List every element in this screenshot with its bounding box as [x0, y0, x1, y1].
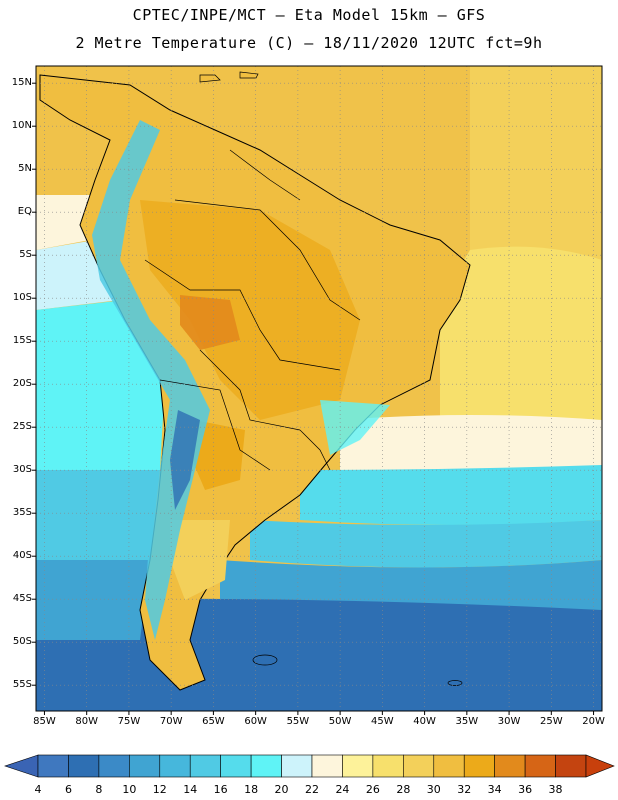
lon-tick-label: 35W — [455, 716, 479, 727]
lon-tick-label: 85W — [33, 716, 56, 727]
legend-swatch — [342, 754, 374, 778]
lat-tick-label: 55S — [12, 679, 32, 691]
legend-label: 22 — [305, 783, 319, 796]
legend-swatch — [68, 754, 100, 778]
lat-tick-label: 40S — [12, 550, 32, 562]
legend-swatch — [250, 754, 282, 778]
legend-label: 34 — [487, 783, 502, 796]
legend-swatch — [372, 754, 404, 778]
ocean-band-pacific-cold — [36, 470, 160, 560]
lat-tick-label: 30S — [12, 464, 32, 476]
legend-label: 38 — [548, 783, 563, 796]
andes-cold-strip — [92, 120, 210, 640]
legend-under-arrow — [4, 754, 39, 778]
chaco-hot-spot — [190, 420, 245, 490]
lat-tick-label: 15N — [11, 77, 32, 89]
lon-tick-label: 50W — [328, 716, 352, 727]
lon-tick-label: 40W — [413, 716, 436, 727]
legend-label: 12 — [152, 783, 167, 796]
legend-swatch — [281, 754, 313, 778]
legend-swatch — [189, 754, 221, 778]
ocean-band-atlantic-cold — [250, 520, 602, 568]
temperature-map — [32, 65, 603, 715]
lat-tick-label: 15S — [12, 335, 32, 347]
legend-swatch — [311, 754, 343, 778]
ocean-band-atlantic-cool — [300, 465, 602, 525]
south-georgia — [447, 680, 463, 686]
lat-tick-label: 45S — [12, 593, 32, 605]
legend-label: 24 — [335, 783, 350, 796]
lat-tick-label: 20S — [12, 378, 32, 390]
lat-tick-label: 10N — [11, 120, 32, 132]
lon-tick-label: 60W — [244, 716, 267, 727]
legend-label: 28 — [396, 783, 411, 796]
lon-tick-label: 45W — [371, 716, 394, 727]
legend-label: 6 — [64, 783, 72, 796]
ocean-band-pacific-coldest — [36, 640, 150, 711]
map-ticks — [32, 82, 595, 715]
lon-tick-label: 30W — [497, 716, 521, 727]
map-frame — [35, 65, 603, 712]
lon-tick-label: 55W — [286, 716, 310, 727]
lat-tick-label: 5S — [19, 249, 32, 261]
lon-tick-label: 75W — [117, 716, 141, 727]
legend-label: 18 — [244, 783, 259, 796]
ocean-band-atlantic-mild — [340, 415, 602, 475]
legend-swatch — [494, 754, 526, 778]
legend-swatch — [159, 754, 191, 778]
legend-label: 32 — [457, 783, 472, 796]
legend-label: 30 — [426, 783, 441, 796]
lat-tick-label: EQ — [17, 206, 32, 218]
legend-label: 16 — [213, 783, 228, 796]
lat-tick-label: 5N — [18, 163, 32, 175]
falkland-islands — [252, 654, 278, 666]
southeast-coast-cool — [320, 400, 390, 455]
ocean-band-pacific-colder — [36, 560, 150, 640]
legend-swatch — [555, 754, 587, 778]
legend-swatch — [433, 754, 465, 778]
legend-swatch — [463, 754, 495, 778]
lat-tick-label: 25S — [12, 421, 32, 433]
legend-swatch — [98, 754, 130, 778]
lat-tick-label: 35S — [12, 507, 32, 519]
lon-tick-label: 65W — [202, 716, 225, 727]
lat-tick-label: 10S — [12, 292, 32, 304]
legend-swatch — [403, 754, 435, 778]
patagonia-warm — [170, 520, 230, 600]
legend-label: 10 — [122, 783, 137, 796]
chart-title: CPTEC/INPE/MCT – Eta Model 15km – GFS — [132, 6, 486, 24]
lon-tick-label: 20W — [582, 716, 605, 727]
legend-swatch — [220, 754, 252, 778]
pantanal-hot-spot — [180, 295, 240, 350]
legend-over-arrow — [585, 754, 615, 778]
legend-label: 20 — [274, 783, 289, 796]
lon-tick-label: 70W — [159, 716, 183, 727]
legend-swatch — [129, 754, 161, 778]
lat-tick-label: 50S — [12, 636, 32, 648]
legend-label: 26 — [365, 783, 380, 796]
legend-swatch — [524, 754, 556, 778]
chart-subtitle: 2 Metre Temperature (C) – 18/11/2020 12U… — [75, 34, 543, 52]
andes-high-peaks — [170, 410, 200, 510]
lon-tick-label: 80W — [75, 716, 98, 727]
legend-label: 36 — [518, 783, 533, 796]
legend-label: 4 — [34, 783, 42, 796]
legend-label: 14 — [183, 783, 198, 796]
ocean-band-pacific-equatorial — [36, 195, 95, 250]
lon-tick-label: 25W — [540, 716, 563, 727]
legend-label: 8 — [95, 783, 103, 796]
legend-swatch — [37, 754, 69, 778]
caribbean-islands — [199, 71, 259, 83]
ocean-band-atlantic-colder — [220, 560, 602, 610]
